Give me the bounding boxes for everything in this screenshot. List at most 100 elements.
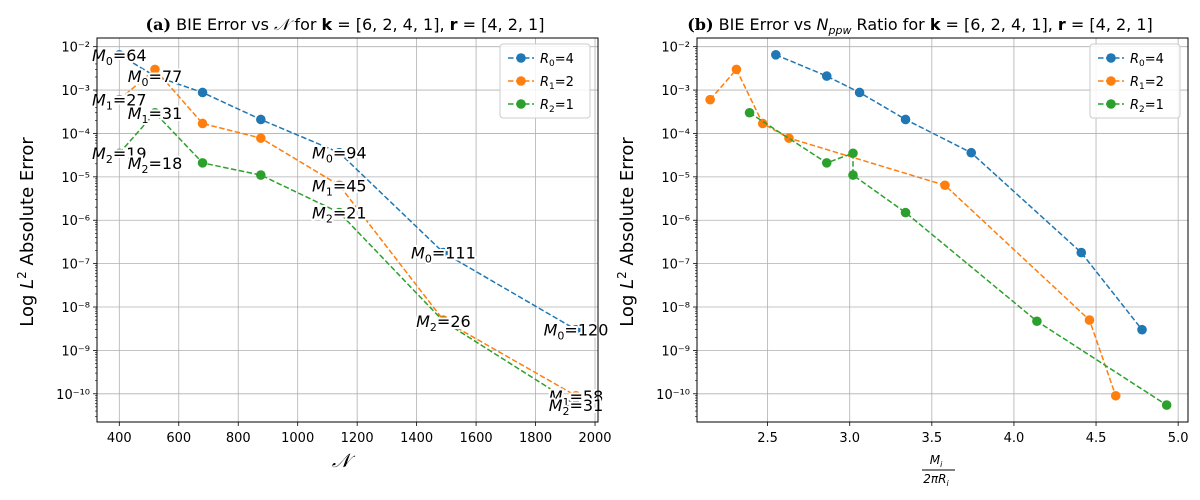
legend-entry: R2=1 — [1098, 98, 1164, 115]
point-annotation: M0=120 — [544, 321, 609, 343]
series-b-0 — [771, 49, 1147, 335]
panel-b-ylabel-pre: Log — [617, 289, 638, 327]
data-point — [334, 180, 345, 191]
y-tick-label: 10⁻⁶ — [61, 214, 90, 229]
data-point — [940, 180, 950, 191]
y-tick-label: 10⁻⁷ — [61, 258, 90, 273]
data-point — [900, 114, 911, 125]
x-tick-label: 400 — [107, 431, 132, 446]
x-tick-label: 3.0 — [839, 431, 860, 446]
axes-frame — [696, 37, 1189, 423]
point-annotation: M2=19 — [92, 144, 147, 166]
panel-a-ylabel-pre: Log — [17, 289, 38, 327]
panel-a-title-post: = [4, 2, 1] — [458, 15, 545, 34]
panel-a-title: (a) BIE Error vs 𝒩 for k = [6, 2, 4, 1],… — [146, 15, 545, 34]
legend-label: R2=1 — [540, 98, 574, 115]
y-tick-label: 10⁻⁶ — [661, 214, 690, 229]
y-tick-label: 10⁻³ — [61, 84, 90, 99]
panel-b-ylabel-L: L — [617, 279, 638, 289]
panel-b-title-k: k — [930, 15, 941, 34]
panel-a-title-mid1: for — [289, 15, 321, 34]
legend-label: R0=4 — [540, 52, 574, 69]
data-point — [1110, 390, 1121, 401]
point-annotation: M2=26 — [416, 312, 471, 334]
data-point — [1076, 247, 1087, 258]
data-point — [197, 118, 208, 129]
point-annotation: M0=77 — [128, 67, 183, 89]
x-tick-label: 1600 — [460, 431, 493, 446]
legend-entry: R0=4 — [1098, 52, 1164, 69]
panel-b-title-pre: BIE Error vs — [719, 15, 817, 34]
x-tick-label: 1200 — [341, 431, 374, 446]
data-point — [731, 64, 742, 75]
annotations-a: M0=64 M1=27 M2=19 M0=77 M1=31 M2=18 M0=94 M1=45… — [90, 44, 610, 420]
y-tick-label: 10⁻⁹ — [661, 344, 690, 359]
data-point — [150, 64, 160, 75]
x-tick-label: 800 — [226, 431, 251, 446]
x-tick-label: 2.5 — [757, 431, 778, 446]
legend-marker — [516, 76, 526, 86]
x-tick-label: 1800 — [519, 431, 552, 446]
x-tick-label: 5.0 — [1168, 431, 1189, 446]
data-point — [150, 71, 160, 81]
y-tick-label: 10⁻³ — [661, 84, 690, 99]
data-point — [900, 207, 911, 218]
y-tick-label: 10⁻⁵ — [661, 171, 690, 186]
series-a-2 — [114, 107, 581, 410]
panel-b-xlabel: Mi 2πRi — [922, 453, 955, 488]
x-tick-label: 4.5 — [1086, 431, 1107, 446]
x-tick-label: 3.5 — [921, 431, 942, 446]
data-point — [966, 147, 977, 158]
data-point — [438, 247, 449, 258]
panel-b-title-sub: ppw — [828, 24, 852, 37]
y-tick-label: 10⁻¹⁰ — [656, 388, 690, 403]
panel-a-ylabel-L: L — [17, 279, 38, 289]
panel-a-title-symbol: 𝒩 — [274, 15, 294, 34]
legend-b: R0=4 R1=2 R2=1 — [1089, 43, 1181, 119]
data-point — [571, 324, 581, 335]
y-tick-label: 10⁻⁵ — [61, 171, 90, 186]
data-point — [744, 107, 755, 118]
legend-marker — [516, 99, 526, 109]
legend-label: R1=2 — [1130, 75, 1164, 92]
series-b-2 — [744, 107, 1172, 410]
panel-b-title-r: r — [1058, 15, 1066, 34]
y-tick-label: 10⁻² — [661, 41, 690, 56]
legend-entry: R0=4 — [508, 52, 574, 69]
x-tick-label: 1400 — [400, 431, 433, 446]
panel-a-ylabel-sup: 2 — [15, 271, 29, 279]
data-point — [114, 49, 125, 60]
panel-b-title-mid1: Ratio for — [851, 15, 929, 34]
data-point — [1161, 400, 1172, 410]
point-annotation: M1=31 — [128, 104, 183, 126]
point-annotation: M1=27 — [92, 91, 147, 113]
panel-b-xlabel-denominator: 2πRi — [923, 472, 949, 488]
legend-marker — [516, 53, 526, 63]
data-point — [1084, 315, 1095, 325]
legend-marker — [1106, 53, 1116, 63]
panel-a-title-mid2: = [6, 2, 4, 1], — [332, 15, 449, 34]
data-point — [197, 158, 208, 168]
y-tick-label: 10⁻² — [61, 41, 90, 56]
point-annotation: M2=18 — [128, 154, 183, 176]
legend-entry: R1=2 — [1098, 75, 1164, 92]
data-point — [114, 148, 125, 159]
panel-b-title-mid2: = [6, 2, 4, 1], — [940, 15, 1057, 34]
data-point — [197, 87, 208, 98]
panel-b-xlabel-numerator: Mi — [930, 453, 943, 469]
data-point — [757, 118, 768, 129]
panel-a-title-r: r — [450, 15, 458, 34]
data-point — [821, 71, 832, 81]
legend-entry: R2=1 — [508, 98, 574, 115]
panel-a-xlabel: 𝒩 — [332, 450, 356, 472]
panel-b-ylabel: Log L2 Absolute Error — [615, 137, 638, 327]
legend-a: R0=4 R1=2 R2=1 — [499, 43, 591, 119]
y-tick-label: 10⁻⁸ — [661, 301, 690, 316]
point-annotation: M2=21 — [312, 204, 367, 226]
data-point — [334, 207, 345, 218]
panel-b-ylabel-post: Absolute Error — [617, 137, 638, 272]
data-point — [256, 170, 266, 180]
data-point — [854, 87, 865, 98]
legend-entry: R1=2 — [508, 75, 574, 92]
legend-marker — [1106, 76, 1116, 86]
